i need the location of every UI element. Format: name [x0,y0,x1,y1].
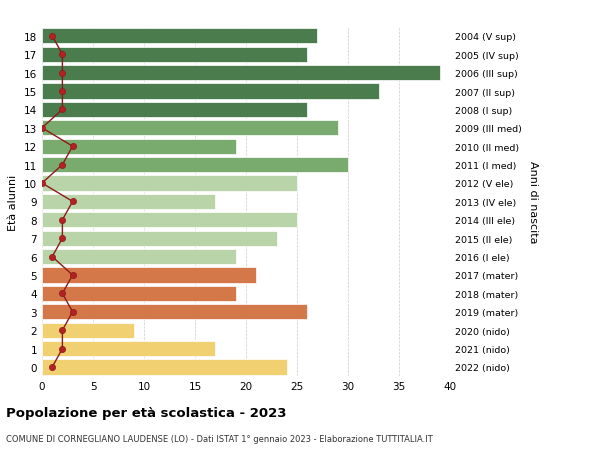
Bar [42,323,134,338]
Point [58,162,67,169]
Point [68,143,77,151]
Bar [42,140,236,154]
Bar [42,341,215,356]
Point [58,106,67,114]
Point [47,364,57,371]
Point [58,217,67,224]
Point [68,198,77,206]
Bar [42,66,440,81]
Point [58,88,67,95]
Point [47,33,57,40]
Y-axis label: Anni di nascita: Anni di nascita [529,161,538,243]
Point [68,272,77,279]
Bar [42,360,287,375]
Bar [42,84,379,99]
Point [58,235,67,242]
Point [58,327,67,334]
Bar [42,103,307,118]
Point [37,125,47,132]
Bar [42,213,297,228]
Bar [42,305,307,319]
Bar [42,176,297,191]
Bar [42,250,236,264]
Bar [42,195,215,209]
Point [58,345,67,353]
Point [58,290,67,297]
Point [47,253,57,261]
Text: Popolazione per età scolastica - 2023: Popolazione per età scolastica - 2023 [6,406,287,419]
Bar [42,286,236,301]
Point [68,308,77,316]
Bar [42,48,307,62]
Point [58,70,67,77]
Bar [42,231,277,246]
Point [58,51,67,59]
Bar [42,29,317,44]
Text: COMUNE DI CORNEGLIANO LAUDENSE (LO) - Dati ISTAT 1° gennaio 2023 - Elaborazione : COMUNE DI CORNEGLIANO LAUDENSE (LO) - Da… [6,434,433,443]
Point [37,180,47,187]
Bar [42,121,338,136]
Y-axis label: Età alunni: Età alunni [8,174,19,230]
Bar [42,268,256,283]
Bar [42,158,348,173]
